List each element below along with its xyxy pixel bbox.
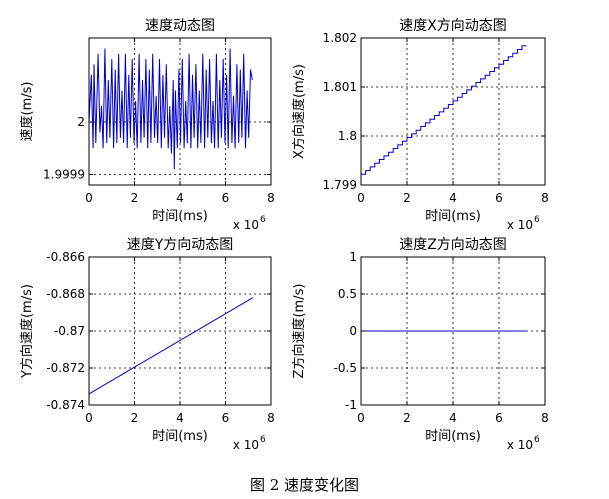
x-tick-label: 6 <box>495 191 503 205</box>
x-exponent-power: 6 <box>534 215 540 225</box>
figure-caption: 图 2 速度变化图 <box>249 476 360 494</box>
y-tick-label: -0.874 <box>46 398 85 412</box>
y-axis-label: X方向速度(m/s) <box>291 64 307 159</box>
x-tick-label: 4 <box>449 191 457 205</box>
y-tick-label: -0.87 <box>54 324 85 338</box>
x-tick-label: 0 <box>357 191 365 205</box>
x-tick-label: 2 <box>403 191 411 205</box>
x-tick-label: 6 <box>222 191 230 205</box>
series-line-1 <box>361 45 527 175</box>
x-exponent-label: x 10 <box>507 218 533 232</box>
x-exponent-label: x 10 <box>233 438 259 452</box>
x-axis-label: 时间(ms) <box>425 429 481 444</box>
x-tick-label: 2 <box>131 411 139 425</box>
x-axis-label: 时间(ms) <box>152 429 208 444</box>
x-exponent-label: x 10 <box>507 438 533 452</box>
chart-title: 速度动态图 <box>145 18 215 34</box>
plot-area <box>361 38 545 185</box>
y-tick-label: 1.8 <box>338 129 357 143</box>
y-tick-label: -1 <box>345 398 357 412</box>
y-tick-label: -0.872 <box>46 361 85 375</box>
x-tick-label: 0 <box>85 191 93 205</box>
y-axis-label: Y方向速度(m/s) <box>19 284 35 379</box>
x-tick-label: 8 <box>267 411 275 425</box>
series-line-1 <box>88 297 254 395</box>
x-exponent-power: 6 <box>260 435 266 445</box>
chart-3: 0 2 4 6 8-0.874-0.872-0.87-0.868-0.866速度Y方向动… <box>19 237 275 452</box>
x-exponent-label: x 10 <box>233 218 259 232</box>
x-tick-label: 8 <box>267 191 275 205</box>
x-tick-label: 4 <box>176 191 184 205</box>
x-tick-label: 6 <box>222 411 230 425</box>
y-tick-label: -0.5 <box>334 361 357 375</box>
x-tick-label: 4 <box>176 411 184 425</box>
x-exponent-power: 6 <box>534 435 540 445</box>
y-axis-label: Z方向速度(m/s) <box>291 284 307 379</box>
x-tick-label: 4 <box>449 411 457 425</box>
y-tick-label: 1.802 <box>323 31 357 45</box>
y-tick-label: -0.868 <box>46 287 85 301</box>
x-axis-label: 时间(ms) <box>425 209 481 224</box>
x-tick-label: 2 <box>403 411 411 425</box>
chart-title: 速度Z方向动态图 <box>399 237 507 253</box>
x-tick-label: 2 <box>131 191 139 205</box>
x-axis-label: 时间(ms) <box>152 209 208 224</box>
x-tick-label: 8 <box>541 411 549 425</box>
chart-title: 速度X方向动态图 <box>399 18 507 34</box>
y-axis-label: 速度(m/s) <box>19 82 35 142</box>
y-tick-label: 1.799 <box>323 178 357 192</box>
x-tick-label: 0 <box>357 411 365 425</box>
y-tick-label: -0.866 <box>46 250 85 264</box>
x-tick-label: 6 <box>495 411 503 425</box>
y-tick-label: 1 <box>349 250 357 264</box>
y-tick-label: 0.5 <box>338 287 357 301</box>
series-line-1 <box>88 48 253 170</box>
chart-title: 速度Y方向动态图 <box>127 237 234 253</box>
x-tick-label: 0 <box>85 411 93 425</box>
y-tick-label: 2 <box>77 115 85 129</box>
x-exponent-power: 6 <box>260 215 266 225</box>
y-tick-label: 0 <box>349 324 357 338</box>
y-tick-label: 1.801 <box>323 80 357 94</box>
y-tick-label: 1.9999 <box>43 168 85 182</box>
x-tick-label: 8 <box>541 191 549 205</box>
